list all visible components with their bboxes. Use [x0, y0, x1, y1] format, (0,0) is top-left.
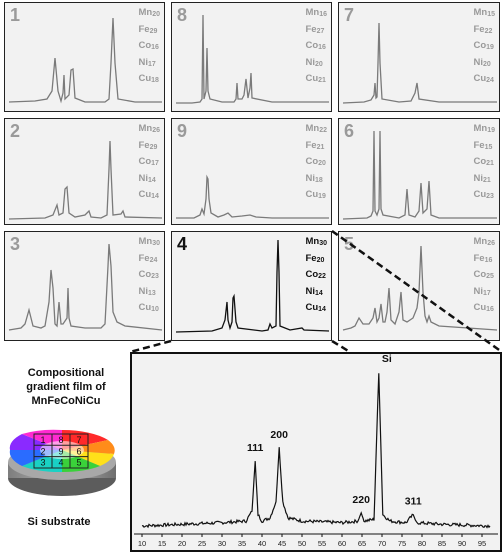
- spectrum-3: [8, 243, 163, 331]
- film-caption: Compositional gradient film of MnFeCoNiC…: [26, 367, 106, 407]
- xrd-panel-3: 3 Mn30 Fe24 Co23 Ni13 Cu10: [4, 231, 165, 341]
- x-tick-label: 80: [418, 539, 426, 548]
- grid-label-9: 9: [58, 446, 63, 456]
- connector-left: [129, 339, 172, 354]
- panel-number: 8: [177, 5, 188, 25]
- spectrum-line-7: [342, 22, 497, 104]
- panel-number: 3: [10, 234, 21, 254]
- x-tick-label: 65: [358, 539, 366, 548]
- composition: Mn30 Fe20 Co22 Ni14 Cu14: [305, 236, 327, 313]
- peak-label-200: 200: [270, 429, 288, 441]
- spectrum-line-6: [342, 130, 497, 220]
- spectrum-2: [8, 140, 163, 220]
- peak-label-111: 111: [247, 442, 264, 454]
- composition: Mn20 Fe29 Co16 Ni17 Cu18: [138, 6, 160, 89]
- x-tick-label: 20: [178, 539, 186, 548]
- comp-fe: Fe29: [138, 23, 158, 35]
- xrd-series-line: [141, 373, 491, 529]
- panel-number: 2: [10, 121, 21, 141]
- grid-label-7: 7: [76, 435, 81, 445]
- grid-label-3: 3: [40, 458, 45, 468]
- x-tick-label: 25: [198, 539, 206, 548]
- comp-co: Co16: [138, 40, 159, 51]
- xrd-panel-5: 5 Mn26 Fe16 Co25 Ni17 Cu16: [338, 231, 500, 341]
- x-tick-label: 15: [158, 539, 166, 548]
- xrd-panel-6: 6 Mn19 Fe15 Co21 Ni21 Cu23: [338, 118, 500, 225]
- x-tick-label: 85: [438, 539, 446, 548]
- peak-label-311: 311: [405, 496, 422, 508]
- spectrum-line-1: [8, 17, 162, 104]
- panel-number: 1: [10, 5, 21, 25]
- peak-label-220: 220: [352, 494, 370, 506]
- comp-ni: Ni17: [138, 56, 156, 68]
- x-tick-label: 45: [278, 539, 286, 548]
- spectrum-1: [8, 17, 162, 104]
- grid-label-8: 8: [58, 435, 63, 445]
- panel-number: 4: [177, 234, 188, 254]
- spectrum-8: [176, 14, 329, 104]
- x-tick-label: 95: [478, 539, 486, 548]
- xrd-panel-2: 2 Mn26 Fe29 Co17 Ni14 Cu14: [4, 118, 165, 225]
- xrd-panel-4: 4 Mn30 Fe20 Co22 Ni14 Cu14: [171, 231, 332, 341]
- spectrum-6: [342, 130, 497, 220]
- x-tick-label: 55: [318, 539, 326, 548]
- substrate-label: Si substrate: [27, 516, 91, 528]
- x-tick-label: 75: [398, 539, 406, 548]
- grid-label-2: 2: [40, 446, 45, 456]
- x-tick-label: 30: [218, 539, 226, 548]
- comp-mn: Mn20: [138, 7, 160, 18]
- grid-label-1: 1: [40, 435, 45, 445]
- sample-grid: [33, 433, 89, 469]
- zoomed-xrd-chart: 10 15 20 25 30 35 40 45 50 55 60 65 70 75 80 85 90 95 111 2…: [130, 352, 502, 552]
- xrd-panel-7: 7 Mn15 Fe22 Co19 Ni20 Cu24: [338, 2, 500, 112]
- composition: Mn30 Fe24 Co23 Ni13 Cu10: [138, 236, 160, 313]
- xrd-panel-9: 9 Mn22 Fe21 Co20 Ni18 Cu19: [171, 118, 332, 225]
- composition: Mn22 Fe21 Co20 Ni18 Cu19: [305, 123, 327, 200]
- panel-number: 7: [344, 5, 355, 25]
- panel-number: 5: [344, 234, 355, 254]
- peak-label-Si: Si: [382, 354, 392, 365]
- composition: Mn26 Fe29 Co17 Ni14 Cu14: [138, 123, 160, 200]
- spectrum-line-9: [176, 174, 329, 219]
- composition: Mn26 Fe16 Co25 Ni17 Cu16: [473, 236, 495, 313]
- comp-cu: Cu18: [138, 73, 159, 84]
- spectrum-line-4: [175, 239, 330, 333]
- panel-number: 9: [177, 121, 188, 141]
- spectrum-7: [342, 22, 497, 104]
- gradient-film-disk: 1 8 7 2 9 6 3 4 5: [8, 429, 116, 496]
- composition: Mn15 Fe22 Co19 Ni20 Cu24: [473, 7, 495, 84]
- x-tick-label: 10: [138, 539, 146, 548]
- panel-number: 6: [344, 121, 355, 141]
- spectrum-4: [175, 239, 330, 333]
- xrd-panel-1: 1 Mn20 Fe29 Co16 Ni17 Cu18: [4, 2, 165, 112]
- x-tick-label: 90: [458, 539, 466, 548]
- xrd-panel-8: 8 Mn16 Fe27 Co16 Ni20 Cu21: [171, 2, 332, 112]
- zoom-plot: 10 15 20 25 30 35 40 45 50 55 60 65 70 75 80 85 90 95 111 2…: [134, 353, 498, 548]
- spectrum-line-8: [176, 14, 329, 104]
- x-tick-label: 40: [258, 539, 266, 548]
- grid-label-5: 5: [76, 458, 81, 468]
- x-tick-label: 35: [238, 539, 246, 548]
- spectrum-line-2: [8, 140, 163, 220]
- connector-mid: [331, 339, 351, 354]
- spectrum-9: [176, 174, 329, 219]
- x-tick-label: 60: [338, 539, 346, 548]
- grid-label-4: 4: [58, 458, 63, 468]
- x-tick-label: 50: [298, 539, 306, 548]
- sample-grid-labels: 1 8 7 2 9 6 3 4 5: [40, 435, 81, 468]
- composition: Mn16 Fe27 Co16 Ni20 Cu21: [305, 7, 327, 84]
- composition: Mn19 Fe15 Co21 Ni21 Cu23: [473, 123, 495, 200]
- grid-label-6: 6: [76, 446, 81, 456]
- spectrum-line-3: [8, 243, 163, 331]
- x-tick-label: 70: [378, 539, 386, 548]
